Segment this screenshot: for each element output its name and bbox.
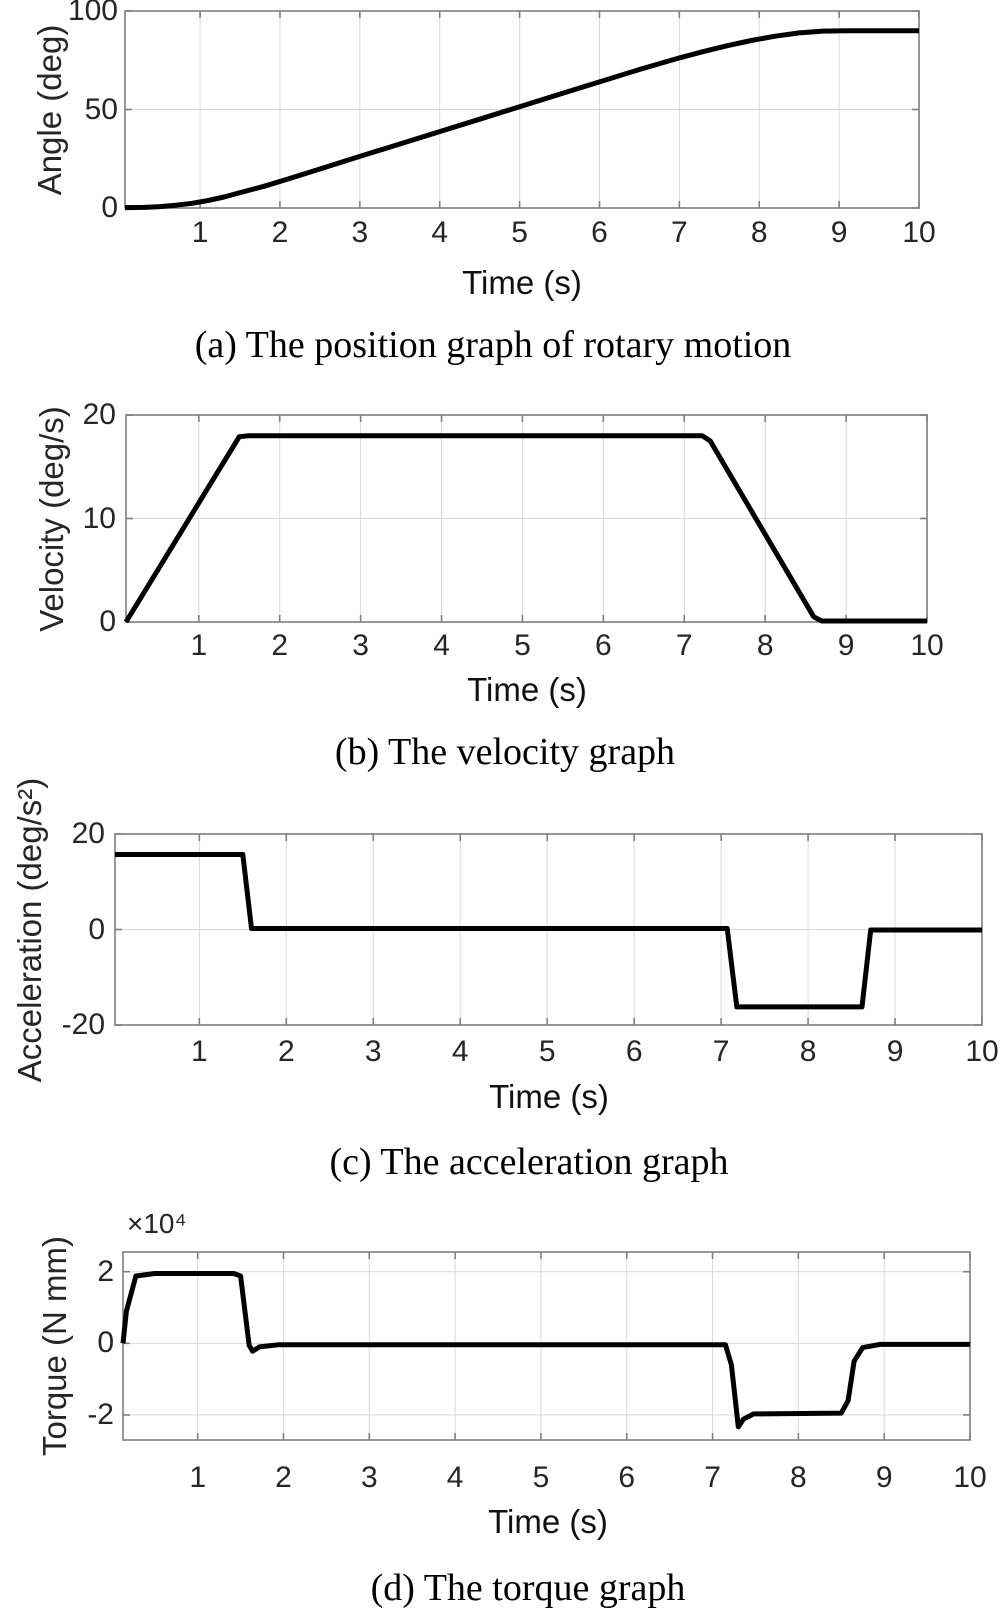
x-tick-label: 10 — [953, 1461, 987, 1494]
x-tick-label: 2 — [275, 1461, 292, 1494]
plot-area — [114, 833, 983, 1026]
x-tick-label: 2 — [271, 216, 289, 249]
x-tick-label: 6 — [595, 629, 612, 662]
y-tick-label: 2 — [97, 1254, 114, 1288]
data-line-angle — [124, 28, 919, 211]
x-tick-label: 5 — [511, 216, 528, 249]
x-tick-label: 4 — [446, 1461, 464, 1494]
x-tick-label: 9 — [886, 1035, 904, 1068]
y-tick-label: 50 — [84, 92, 118, 126]
x-axis-label: Time (s) — [489, 1078, 609, 1115]
y-tick-label: 0 — [88, 912, 105, 946]
x-tick-label: 2 — [277, 1035, 295, 1068]
x-tick-label: 7 — [704, 1461, 721, 1494]
x-tick-label: 9 — [875, 1461, 893, 1494]
x-axis-label: Time (s) — [462, 264, 582, 301]
x-tick-label: 4 — [433, 629, 450, 662]
x-tick-label: 10 — [965, 1035, 999, 1068]
x-tick-label: 5 — [532, 1461, 550, 1494]
chart-caption: (b) The velocity graph — [334, 731, 676, 773]
plot-area — [124, 10, 920, 211]
x-tick-label: 1 — [191, 216, 209, 249]
x-tick-label: 10 — [902, 216, 936, 249]
x-tick-label: 8 — [750, 216, 768, 249]
y-axis-exponent-label: ×10⁴ — [127, 1208, 187, 1239]
tick-marks — [123, 1252, 971, 1440]
x-tick-label: 3 — [360, 1461, 378, 1494]
y-tick-label: 0 — [101, 191, 118, 224]
y-tick-label: 0 — [99, 605, 116, 638]
x-tick-label: 2 — [271, 629, 289, 662]
gridlines — [125, 10, 920, 209]
data-line-acceleration — [115, 852, 982, 1010]
chart-caption: (a) The position graph of rotary motion — [194, 324, 792, 366]
chart-caption: (c) The acceleration graph — [329, 1141, 729, 1183]
x-tick-label: 8 — [756, 629, 774, 662]
x-tick-label: 1 — [191, 1035, 208, 1068]
y-tick-label: -20 — [61, 1008, 105, 1041]
x-tick-label: 9 — [837, 629, 855, 662]
y-tick-label: 20 — [71, 817, 105, 850]
plot-area — [123, 414, 928, 624]
x-tick-label: 5 — [538, 1035, 556, 1068]
x-tick-label: 6 — [625, 1035, 643, 1068]
x-tick-label: 10 — [910, 629, 944, 662]
data-line-velocity — [123, 433, 927, 624]
x-tick-label: 9 — [830, 216, 848, 249]
x-tick-label: 4 — [451, 1035, 469, 1068]
x-tick-label: 5 — [514, 629, 531, 662]
x-tick-label: 7 — [671, 216, 688, 249]
x-tick-label: 7 — [712, 1035, 730, 1068]
y-tick-label: 100 — [67, 0, 118, 27]
gridlines — [126, 414, 928, 623]
x-tick-label: 4 — [431, 216, 449, 249]
chart-caption: (d) The torque graph — [370, 1567, 686, 1609]
x-tick-label: 3 — [351, 216, 369, 249]
x-tick-label: 6 — [591, 216, 608, 249]
x-tick-label: 7 — [675, 629, 693, 662]
x-tick-label: 8 — [790, 1461, 807, 1494]
x-tick-label: 3 — [352, 629, 369, 662]
tick-marks — [125, 10, 920, 209]
y-tick-label: 10 — [82, 501, 116, 535]
x-tick-label: 1 — [190, 629, 208, 662]
x-axis-label: Time (s) — [467, 671, 587, 708]
data-line-torque — [120, 1271, 970, 1430]
x-axis-label: Time (s) — [488, 1503, 608, 1540]
y-tick-label: -2 — [87, 1397, 114, 1431]
plot-area — [120, 1251, 971, 1441]
y-tick-label: 0 — [97, 1326, 114, 1360]
x-tick-label: 1 — [189, 1461, 206, 1494]
y-tick-label: 20 — [82, 398, 116, 431]
x-tick-label: 6 — [618, 1461, 636, 1494]
x-tick-label: 3 — [364, 1035, 382, 1068]
x-tick-label: 8 — [799, 1035, 817, 1068]
